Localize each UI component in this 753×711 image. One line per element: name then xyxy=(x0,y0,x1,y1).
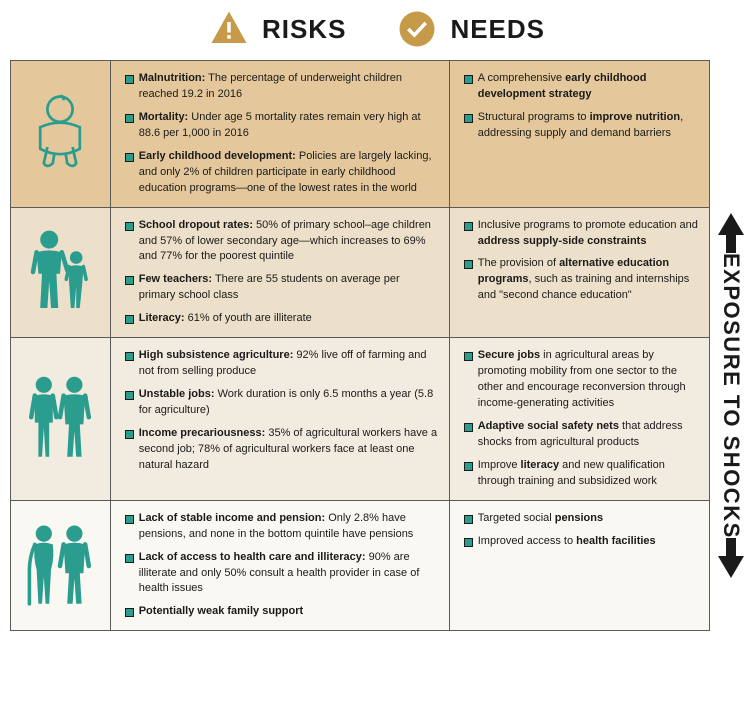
need-item: A comprehensive early childhood developm… xyxy=(464,71,699,103)
risk-item: Unstable jobs: Work duration is only 6.5… xyxy=(125,387,439,419)
risk-item: Lack of stable income and pension: Only … xyxy=(125,511,439,543)
risk-item: Lack of access to health care and illite… xyxy=(125,550,439,598)
need-item: Adaptive social safety nets that address… xyxy=(464,419,699,451)
risk-item: Mortality: Under age 5 mortality rates r… xyxy=(125,110,439,142)
risks-cell: School dropout rates: 50% of primary sch… xyxy=(111,208,450,338)
row-working-age: High subsistence agriculture: 92% live o… xyxy=(11,338,709,501)
row-school-age: School dropout rates: 50% of primary sch… xyxy=(11,208,709,339)
needs-cell: Inclusive programs to promote education … xyxy=(450,208,709,338)
risks-cell: High subsistence agriculture: 92% live o… xyxy=(111,338,450,500)
arrow-down-icon xyxy=(718,538,744,578)
adults-icon xyxy=(24,374,96,464)
risk-item: Potentially weak family support xyxy=(125,604,439,620)
icon-cell xyxy=(11,338,111,500)
risks-list: Malnutrition: The percentage of underwei… xyxy=(125,71,439,197)
needs-cell: A comprehensive early childhood developm… xyxy=(450,61,709,207)
needs-list: A comprehensive early childhood developm… xyxy=(464,71,699,142)
risk-item: School dropout rates: 50% of primary sch… xyxy=(125,218,439,266)
risks-list: High subsistence agriculture: 92% live o… xyxy=(125,348,439,474)
header: RISKS NEEDS xyxy=(0,0,753,60)
risks-list: School dropout rates: 50% of primary sch… xyxy=(125,218,439,328)
needs-cell: Secure jobs in agricultural areas by pro… xyxy=(450,338,709,500)
needs-cell: Targeted social pensions Improved access… xyxy=(450,501,709,631)
need-item: Inclusive programs to promote education … xyxy=(464,218,699,250)
risk-item: Few teachers: There are 55 students on a… xyxy=(125,272,439,304)
exposure-side-label: EXPOSURE TO SHOCKS xyxy=(711,86,751,705)
risk-item: Malnutrition: The percentage of underwei… xyxy=(125,71,439,103)
icon-cell xyxy=(11,61,111,207)
risks-cell: Lack of stable income and pension: Only … xyxy=(111,501,450,631)
risks-cell: Malnutrition: The percentage of underwei… xyxy=(111,61,450,207)
arrow-up-icon xyxy=(718,213,744,253)
row-infant: Malnutrition: The percentage of underwei… xyxy=(11,61,709,208)
mother-child-icon xyxy=(24,227,96,317)
needs-header-group: NEEDS xyxy=(396,8,545,50)
content-table: Malnutrition: The percentage of underwei… xyxy=(10,60,710,631)
need-item: Targeted social pensions xyxy=(464,511,699,527)
risk-item: Income precariousness: 35% of agricultur… xyxy=(125,426,439,474)
need-item: Secure jobs in agricultural areas by pro… xyxy=(464,348,699,412)
need-item: Structural programs to improve nutrition… xyxy=(464,110,699,142)
risk-item: Literacy: 61% of youth are illiterate xyxy=(125,311,439,327)
exposure-text: EXPOSURE TO SHOCKS xyxy=(718,253,744,539)
needs-title: NEEDS xyxy=(450,14,545,45)
needs-list: Secure jobs in agricultural areas by pro… xyxy=(464,348,699,490)
need-item: The provision of alternative education p… xyxy=(464,256,699,304)
risk-item: Early childhood development: Policies ar… xyxy=(125,149,439,197)
icon-cell xyxy=(11,208,111,338)
icon-cell xyxy=(11,501,111,631)
risks-title: RISKS xyxy=(262,14,346,45)
elderly-icon xyxy=(24,521,96,611)
baby-icon xyxy=(24,93,96,174)
need-item: Improved access to health facilities xyxy=(464,534,699,550)
needs-list: Targeted social pensions Improved access… xyxy=(464,511,699,550)
row-elderly: Lack of stable income and pension: Only … xyxy=(11,501,709,631)
risk-item: High subsistence agriculture: 92% live o… xyxy=(125,348,439,380)
check-circle-icon xyxy=(396,8,438,50)
need-item: Improve literacy and new qualification t… xyxy=(464,458,699,490)
risks-list: Lack of stable income and pension: Only … xyxy=(125,511,439,621)
risks-header-group: RISKS xyxy=(208,8,346,50)
warning-icon xyxy=(208,8,250,50)
needs-list: Inclusive programs to promote education … xyxy=(464,218,699,305)
